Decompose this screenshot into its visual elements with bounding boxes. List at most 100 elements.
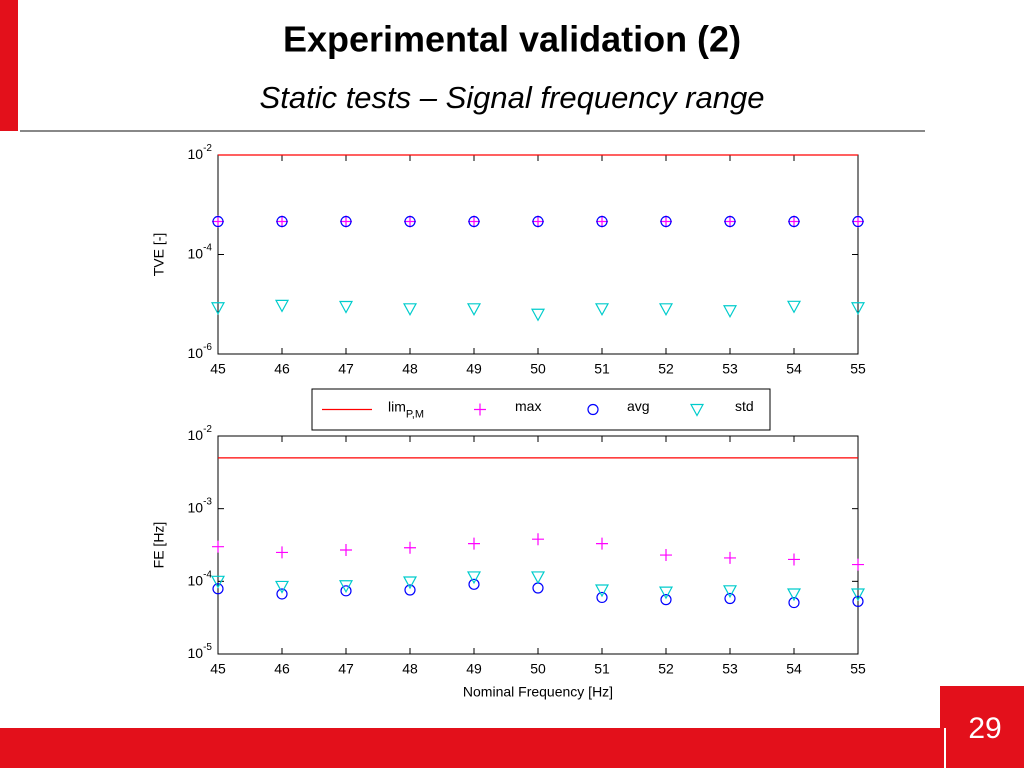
- y-tick-label: 10-4: [188, 242, 213, 261]
- legend-label: limP,M: [388, 398, 424, 420]
- x-tick-label: 46: [274, 361, 290, 377]
- legend-label: avg: [627, 398, 650, 414]
- plot-area: [217, 154, 859, 355]
- page-box: [940, 686, 1024, 768]
- triangle-marker: [786, 300, 802, 314]
- plus-marker: [276, 546, 288, 559]
- plus-marker: [340, 215, 352, 228]
- x-tick-label: 46: [274, 661, 290, 677]
- circle-marker: [788, 596, 800, 609]
- x-tick-label: 50: [530, 661, 546, 677]
- slide-subtitle: Static tests – Signal frequency range: [260, 80, 765, 115]
- x-tick-label: 48: [402, 661, 418, 677]
- plus-marker: [596, 215, 608, 228]
- triangle-marker: [594, 303, 610, 317]
- triangle-marker: [530, 308, 546, 322]
- x-tick-label: 51: [594, 361, 610, 377]
- circle-marker: [788, 215, 800, 228]
- circle-marker: [340, 215, 352, 228]
- x-tick-label: 55: [850, 361, 866, 377]
- circle-marker: [276, 215, 288, 228]
- legend-label: max: [515, 398, 541, 414]
- circle-marker: [340, 585, 352, 597]
- footer-bar: [0, 728, 1024, 768]
- triangle-marker: [338, 300, 354, 314]
- x-tick-label: 55: [850, 661, 866, 677]
- circle-marker: [404, 215, 416, 228]
- circle-marker: [212, 215, 224, 228]
- legend-swatch: [587, 403, 599, 416]
- legend-swatch: [689, 403, 705, 417]
- triangle-marker: [210, 302, 226, 316]
- x-tick-label: 45: [210, 661, 226, 677]
- x-axis-label: Nominal Frequency [Hz]: [463, 684, 613, 700]
- accent-bar: [0, 0, 18, 131]
- triangle-marker: [850, 302, 866, 316]
- x-tick-label: 50: [530, 361, 546, 377]
- page-number: 29: [968, 712, 1001, 745]
- plus-marker: [468, 215, 480, 228]
- plus-marker: [468, 537, 480, 550]
- plus-marker: [404, 541, 416, 554]
- triangle-marker: [850, 588, 866, 602]
- plus-marker: [852, 558, 864, 571]
- x-tick-label: 52: [658, 661, 674, 677]
- plus-marker: [404, 215, 416, 228]
- legend-label: std: [735, 398, 754, 414]
- x-tick-label: 47: [338, 661, 354, 677]
- plus-marker: [276, 215, 288, 228]
- circle-marker: [852, 215, 864, 228]
- triangle-marker: [530, 571, 546, 585]
- plus-marker: [212, 215, 224, 228]
- plus-marker: [724, 215, 736, 228]
- x-tick-label: 54: [786, 361, 802, 377]
- triangle-marker: [274, 580, 290, 594]
- plus-marker: [340, 543, 352, 556]
- triangle-marker: [658, 586, 674, 600]
- triangle-marker: [210, 575, 226, 589]
- triangle-marker: [466, 571, 482, 585]
- y-tick-label: 10-6: [188, 342, 213, 361]
- plus-marker: [788, 215, 800, 228]
- x-tick-label: 53: [722, 661, 738, 677]
- plus-marker: [852, 215, 864, 228]
- circle-marker: [852, 595, 864, 607]
- x-tick-label: 52: [658, 361, 674, 377]
- triangle-marker: [786, 588, 802, 602]
- plus-marker: [724, 551, 736, 564]
- plus-marker: [532, 215, 544, 228]
- circle-marker: [660, 594, 672, 606]
- circle-marker: [532, 215, 544, 228]
- triangle-marker: [658, 303, 674, 317]
- x-tick-label: 48: [402, 361, 418, 377]
- circle-marker: [660, 215, 672, 228]
- x-tick-label: 51: [594, 661, 610, 677]
- y-axis-label: FE [Hz]: [151, 522, 167, 569]
- y-tick-label: 10-3: [188, 496, 213, 515]
- x-tick-label: 53: [722, 361, 738, 377]
- y-tick-label: 10-2: [188, 424, 213, 443]
- y-axis-label: TVE [-]: [151, 233, 167, 277]
- circle-marker: [596, 215, 608, 228]
- circle-marker: [404, 584, 416, 596]
- legend-swatch: [474, 403, 486, 416]
- triangle-marker: [722, 585, 738, 599]
- plus-marker: [532, 533, 544, 546]
- circle-marker: [596, 591, 608, 604]
- circle-marker: [724, 215, 736, 228]
- slide-title: Experimental validation (2): [283, 19, 741, 60]
- plus-marker: [788, 553, 800, 566]
- circle-marker: [468, 578, 480, 590]
- x-tick-label: 47: [338, 361, 354, 377]
- circle-marker: [212, 583, 224, 595]
- triangle-marker: [402, 576, 418, 590]
- triangle-marker: [402, 303, 418, 317]
- triangle-marker: [722, 305, 738, 319]
- circle-marker: [276, 588, 288, 600]
- plus-marker: [660, 549, 672, 562]
- y-tick-label: 10-5: [188, 642, 213, 661]
- y-tick-label: 10-2: [188, 143, 213, 162]
- triangle-marker: [274, 299, 290, 313]
- circle-marker: [468, 215, 480, 228]
